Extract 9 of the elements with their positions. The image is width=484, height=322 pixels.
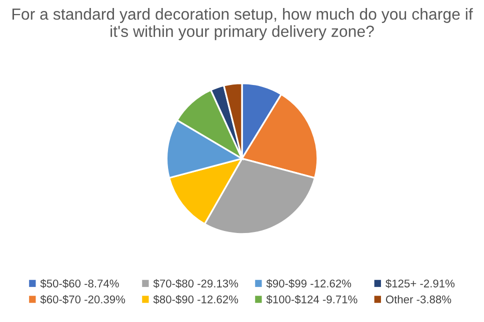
legend-label: $50-$60 -8.74% <box>40 279 119 288</box>
legend-label: $125+ -2.91% <box>386 279 455 288</box>
legend-label: $80-$90 -12.62% <box>153 295 238 304</box>
legend-label: $100-$124 -9.71% <box>266 295 358 304</box>
legend-label: Other -3.88% <box>386 295 452 304</box>
legend-label: $70-$80 -29.13% <box>153 279 238 288</box>
chart-title: For a standard yard decoration setup, how much do you charge if it's within your primary delivery zone? <box>12 8 473 40</box>
legend-label: $60-$70 -20.39% <box>40 295 126 304</box>
legend-label: $90-$99 -12.62% <box>266 279 352 288</box>
